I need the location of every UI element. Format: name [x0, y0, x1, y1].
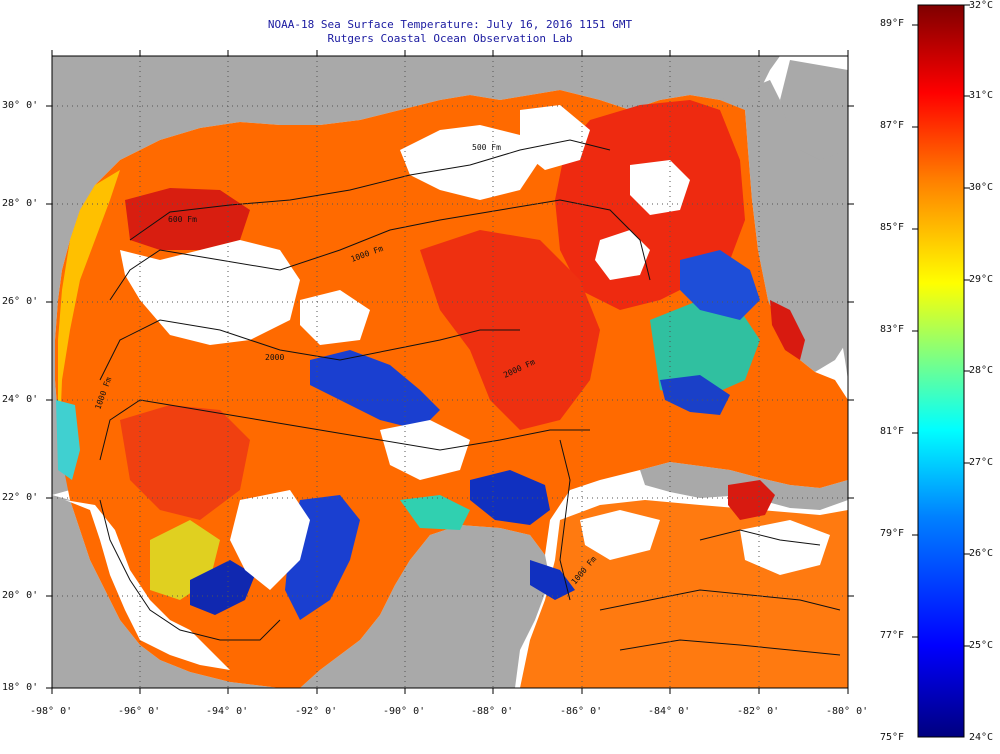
sst-teal-s: [400, 495, 470, 530]
sst-cool-fl: [680, 250, 760, 320]
sst-cool-keys: [660, 375, 730, 415]
lon-label: -96° 0': [118, 706, 161, 717]
contour-label: 600 Fm: [168, 215, 197, 224]
colorbar-c-label: 26°C: [969, 548, 994, 559]
colorbar-c-label: 27°C: [969, 457, 994, 468]
cloud-north: [400, 125, 540, 200]
axis-ticks: [46, 50, 854, 694]
colorbar-c-label: 24°C: [969, 732, 994, 743]
lat-label: 20° 0': [2, 590, 39, 601]
bathymetry-contours: [99, 139, 841, 656]
cloud-central-s: [230, 490, 310, 590]
lat-label: 30° 0': [2, 100, 39, 111]
colorbar-c-label: 28°C: [969, 365, 994, 376]
sst-green-w: [56, 400, 80, 480]
colorbar-f-label: 77°F: [880, 630, 905, 641]
lon-label: -94° 0': [206, 706, 249, 717]
lat-label: 22° 0': [2, 492, 39, 503]
cloud-east-carib: [740, 520, 830, 575]
lat-label: 18° 0': [2, 682, 39, 693]
north-land: [52, 56, 848, 495]
colorbar-ticks: [912, 4, 970, 647]
colorbar-c-label: 29°C: [969, 274, 994, 285]
contour-label: 500 Fm: [472, 143, 501, 152]
colorbar-f-label: 75°F: [880, 732, 905, 743]
mexico-land: [52, 495, 280, 688]
map-title: NOAA-18 Sea Surface Temperature: July 16…: [267, 18, 633, 31]
sst-hot-sw-fl: [770, 300, 805, 360]
colorbar-f-label: 79°F: [880, 528, 905, 539]
cloud-ne: [520, 105, 590, 170]
sst-cool-sw: [190, 560, 255, 615]
grid-lines: [52, 56, 848, 688]
sst-hot-w: [120, 405, 250, 520]
colorbar-c-label: 30°C: [969, 182, 994, 193]
map-subtitle: Rutgers Coastal Ocean Observation Lab: [327, 32, 573, 45]
sst-cool-central: [310, 350, 440, 430]
florida-land: [720, 80, 848, 372]
cloud-caribbean: [580, 510, 660, 560]
lon-label: -88° 0': [471, 706, 514, 717]
lon-label: -80° 0': [826, 706, 869, 717]
sst-hot-nw: [125, 188, 250, 250]
lon-label: -82° 0': [737, 706, 780, 717]
colorbar-c-label: 31°C: [969, 90, 994, 101]
lat-label: 26° 0': [2, 296, 39, 307]
colorbar-f-label: 81°F: [880, 426, 905, 437]
sst-hot-cuba: [728, 480, 775, 520]
sst-cool-yucatan: [470, 470, 550, 525]
colorbar-c-label: 32°C: [969, 0, 994, 11]
cloud-fl: [595, 230, 650, 280]
yucatan-land: [300, 525, 550, 688]
cloud-fl-panhandle: [630, 160, 690, 215]
cloud-loop: [380, 420, 470, 480]
colorbar: [917, 4, 965, 738]
lon-label: -92° 0': [295, 706, 338, 717]
sst-cool-loop: [530, 560, 575, 600]
sst-yellow-coast: [58, 170, 120, 430]
cloud-sw: [65, 500, 230, 670]
lat-label: 28° 0': [2, 198, 39, 209]
lon-label: -86° 0': [560, 706, 603, 717]
lat-label: 24° 0': [2, 394, 39, 405]
contour-label: 2000: [265, 353, 284, 362]
lon-label: -84° 0': [648, 706, 691, 717]
colorbar-f-label: 85°F: [880, 222, 905, 233]
sst-green-fl: [650, 300, 760, 400]
colorbar-f-label: 83°F: [880, 324, 905, 335]
colorbar-c-label: 25°C: [969, 640, 994, 651]
colorbar-f-label: 89°F: [880, 18, 905, 29]
colorbar-f-label: 87°F: [880, 120, 905, 131]
lon-label: -98° 0': [30, 706, 73, 717]
lon-label: -90° 0': [383, 706, 426, 717]
